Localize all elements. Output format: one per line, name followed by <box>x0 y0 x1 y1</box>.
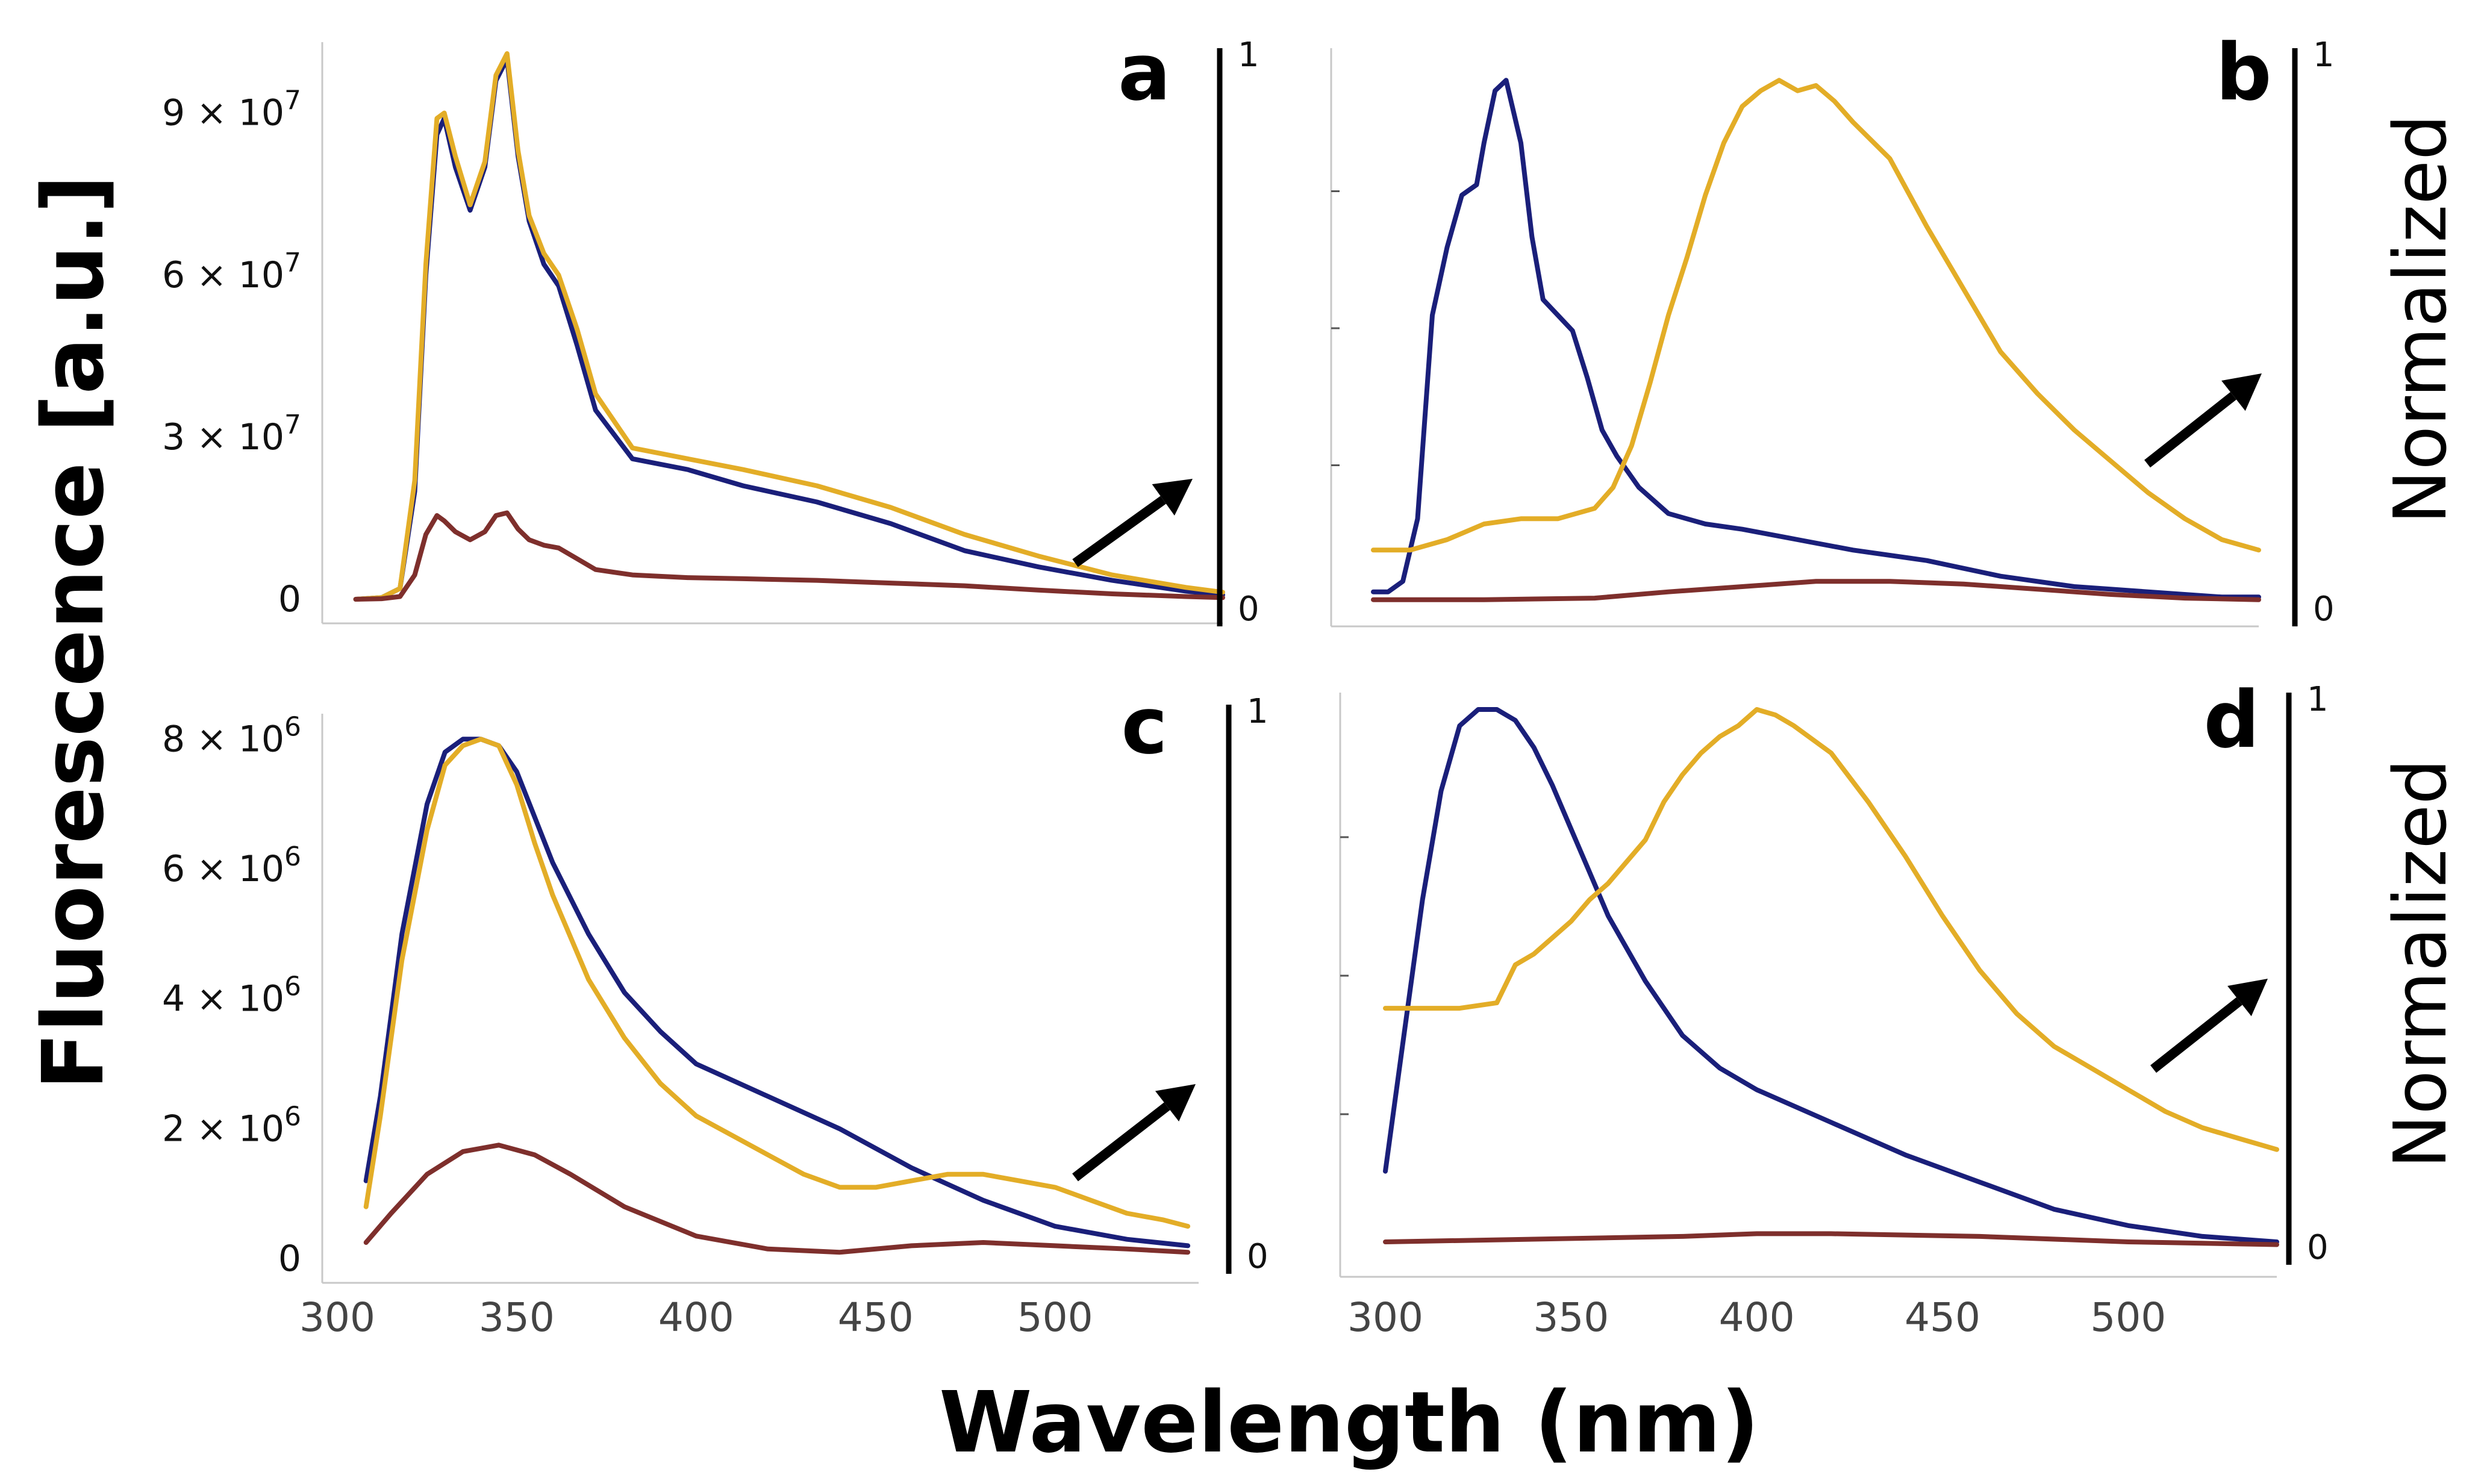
x-tick-label-c-1: 350 <box>479 1294 555 1341</box>
y-tick-label-c-2: 4 × 106 <box>162 971 301 1020</box>
y-tick-label-c-0: 0 <box>278 1238 301 1280</box>
x-tick-label-c-3: 450 <box>838 1294 914 1341</box>
panel-label-d: d <box>2203 674 2259 765</box>
series-maroon-d <box>1383 1231 2279 1247</box>
x-tick-label-c-0: 300 <box>299 1294 375 1341</box>
arrow-icon-b <box>2221 373 2262 411</box>
x-axis-title: Wavelength (nm) <box>939 1374 1759 1472</box>
arrow-shaft-c <box>1072 1102 1170 1182</box>
panel-d: 300 350 400 450 500 1 0 d <box>1339 674 2329 1341</box>
x-tick-label-d-3: 450 <box>1905 1294 1980 1341</box>
panel-label-a: a <box>1118 26 1171 118</box>
series-maroon-a <box>353 510 1225 602</box>
arrow-shaft-d <box>2150 997 2242 1073</box>
x-tick-label-d-1: 350 <box>1533 1294 1609 1341</box>
normalized-tick-high-c: 1 <box>1247 692 1269 731</box>
arrow-icon-a <box>1152 479 1193 516</box>
normalized-tick-high-b: 1 <box>2313 36 2335 75</box>
series-orange-d <box>1383 707 2279 1152</box>
panel-label-b: b <box>2215 26 2271 118</box>
series-maroon-c <box>363 1143 1191 1255</box>
normalized-tick-low-a: 0 <box>1238 590 1259 629</box>
x-tick-label-d-4: 500 <box>2090 1294 2166 1341</box>
y-tick-label-a-3: 9 × 107 <box>162 86 301 134</box>
arrow-shaft-a <box>1072 496 1166 567</box>
normalized-label-d: Normalized <box>2379 759 2463 1169</box>
x-tick-label-c-2: 400 <box>658 1294 734 1341</box>
y-axis-title: Fluorescence [a.u.] <box>25 175 123 1090</box>
series-blue-c <box>363 737 1191 1249</box>
y-tick-label-c-1: 2 × 106 <box>162 1101 301 1150</box>
panel-c: 0 2 × 106 4 × 106 6 × 106 8 × 106 300 350 400 45… <box>162 680 1269 1341</box>
y-tick-label-a-0: 0 <box>278 578 301 620</box>
y-tick-label-c-4: 8 × 106 <box>162 711 301 760</box>
normalized-label-b: Normalized <box>2379 114 2463 525</box>
series-maroon-b <box>1371 579 2261 602</box>
arrow-icon-c <box>1155 1084 1196 1122</box>
panel-a: 0 3 × 107 6 × 107 9 × 107 1 0 a <box>162 26 1259 629</box>
normalized-tick-low-c: 0 <box>1247 1237 1269 1276</box>
x-tick-label-c-4: 500 <box>1017 1294 1093 1341</box>
y-tick-label-c-3: 6 × 106 <box>162 841 301 890</box>
x-tick-label-d-0: 300 <box>1347 1294 1423 1341</box>
series-orange-b <box>1371 78 2261 553</box>
panel-b: 1 0 b <box>1330 26 2335 629</box>
arrow-icon-d <box>2227 979 2268 1017</box>
series-blue-b <box>1371 78 2261 600</box>
normalized-tick-low-b: 0 <box>2313 590 2335 629</box>
normalized-tick-low-d: 0 <box>2307 1228 2329 1267</box>
normalized-tick-high-a: 1 <box>1238 36 1259 75</box>
normalized-tick-high-d: 1 <box>2307 680 2329 719</box>
panel-label-c: c <box>1121 680 1167 772</box>
y-tick-label-a-2: 6 × 107 <box>162 248 301 296</box>
x-tick-label-d-2: 400 <box>1719 1294 1795 1341</box>
series-orange-a <box>353 51 1225 602</box>
y-tick-label-a-1: 3 × 107 <box>162 410 301 458</box>
series-orange-c <box>363 737 1191 1229</box>
arrow-shaft-b <box>2144 391 2236 468</box>
